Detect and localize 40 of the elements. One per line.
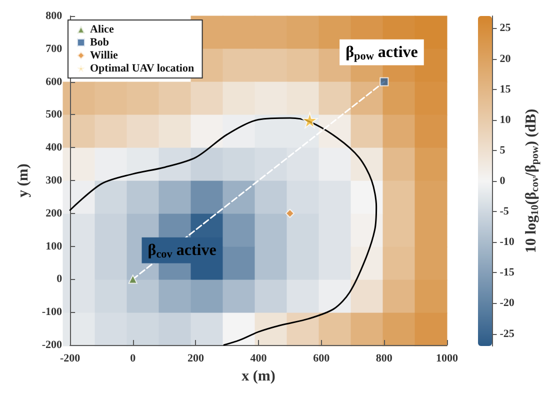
x-tick-label: 600 (313, 352, 330, 364)
legend-label: Alice (90, 24, 114, 36)
point (285, 208, 294, 218)
x-tick-label: 200 (187, 352, 204, 364)
y-tick-label: 600 (46, 76, 63, 88)
color-bar-title: 10 log10(βcov/βpow) (dB) (523, 108, 541, 254)
y-tick-label: -100 (42, 306, 63, 318)
y-tick-label: 0 (56, 273, 63, 286)
x-axis-title: x (m) (242, 368, 276, 384)
color-bar-label: -5 (500, 206, 510, 218)
y-tick-label: 200 (46, 207, 63, 220)
color-bar-label: 0 (500, 175, 506, 187)
color-bar-label: -20 (500, 297, 515, 310)
legend-label: Willie (90, 50, 118, 62)
point (128, 274, 138, 284)
color-bar-label: 20 (500, 52, 512, 65)
x-tick-label: 1000 (436, 352, 458, 364)
x-tick-label: 800 (376, 352, 393, 364)
y-tick-label: 100 (46, 240, 63, 252)
y-axis-title: y (m) (16, 164, 32, 198)
x-tick-label: 0 (130, 352, 136, 364)
legend-label: Optimal UAV location (90, 62, 194, 74)
color-bar-label: 25 (500, 22, 512, 34)
color-bar-label: 15 (500, 83, 512, 96)
x-tick-label: 400 (250, 352, 268, 364)
color-bar-label: 10 (500, 114, 512, 126)
y-tick-label: -200 (42, 339, 63, 351)
color-bar-label: 5 (500, 144, 506, 156)
y-tick-label: 400 (46, 142, 63, 154)
point (302, 112, 318, 128)
y-tick-label: 800 (46, 10, 63, 22)
y-tick-label: 500 (46, 108, 63, 121)
color-bar-label: -15 (500, 266, 515, 279)
y-tick-label: 700 (46, 42, 63, 55)
point (380, 77, 389, 86)
y-tick-label: 300 (46, 174, 63, 186)
legend-label: Bob (90, 36, 109, 48)
color-bar-label: -10 (500, 236, 515, 248)
color-bar-label: -25 (500, 328, 515, 340)
x-tick-label: -200 (60, 352, 81, 364)
